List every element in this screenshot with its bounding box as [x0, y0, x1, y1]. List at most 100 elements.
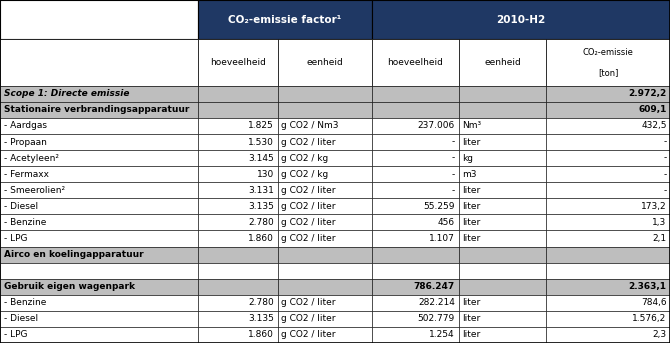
Text: Nm³: Nm³ [462, 121, 481, 130]
Bar [372, 230, 459, 247]
Text: 1.254: 1.254 [429, 330, 455, 340]
Text: 1.530: 1.530 [248, 138, 274, 146]
Bar [198, 182, 278, 198]
Text: - Aardgas: - Aardgas [4, 121, 47, 130]
Bar [278, 279, 372, 295]
Bar [198, 279, 278, 295]
Text: - Benzine: - Benzine [4, 218, 46, 227]
Bar [0, 214, 198, 230]
Text: 2.780: 2.780 [249, 298, 274, 307]
Bar [459, 327, 546, 343]
Text: - LPG: - LPG [4, 330, 27, 340]
Text: -: - [663, 186, 667, 195]
Text: -: - [663, 138, 667, 146]
Bar [198, 230, 278, 247]
Bar [546, 39, 670, 86]
Bar [198, 214, 278, 230]
Bar [278, 311, 372, 327]
Bar [372, 39, 459, 86]
Bar [372, 295, 459, 311]
Text: 609,1: 609,1 [639, 105, 667, 114]
Bar [459, 102, 546, 118]
Bar [459, 118, 546, 134]
Bar [459, 311, 546, 327]
Text: 3.135: 3.135 [248, 315, 274, 323]
Bar [278, 118, 372, 134]
Text: liter: liter [462, 186, 480, 195]
Bar [546, 295, 670, 311]
Bar [459, 182, 546, 198]
Bar [198, 166, 278, 182]
Bar [278, 150, 372, 166]
Bar [546, 311, 670, 327]
Text: liter: liter [462, 315, 480, 323]
Text: - Smeerolien²: - Smeerolien² [4, 186, 65, 195]
Text: -: - [663, 154, 667, 163]
Bar [0, 0, 198, 39]
Bar [372, 0, 670, 39]
Text: -: - [452, 170, 455, 179]
Text: liter: liter [462, 234, 480, 243]
Bar [546, 150, 670, 166]
Bar [198, 118, 278, 134]
Bar [372, 279, 459, 295]
Bar [278, 263, 372, 279]
Bar [459, 39, 546, 86]
Bar [0, 150, 198, 166]
Text: 1.860: 1.860 [248, 330, 274, 340]
Text: g CO2 / liter: g CO2 / liter [281, 315, 336, 323]
Bar [198, 86, 278, 102]
Text: 432,5: 432,5 [641, 121, 667, 130]
Bar [459, 279, 546, 295]
Text: Scope 1: Directe emissie: Scope 1: Directe emissie [4, 89, 129, 98]
Bar [278, 166, 372, 182]
Text: - Benzine: - Benzine [4, 298, 46, 307]
Bar [372, 166, 459, 182]
Text: g CO2 / kg: g CO2 / kg [281, 170, 329, 179]
Text: 1,3: 1,3 [653, 218, 667, 227]
Bar [546, 102, 670, 118]
Bar [372, 214, 459, 230]
Text: 2.972,2: 2.972,2 [628, 89, 667, 98]
Text: liter: liter [462, 218, 480, 227]
Bar [546, 230, 670, 247]
Text: 130: 130 [257, 170, 274, 179]
Bar [278, 39, 372, 86]
Text: 2,1: 2,1 [653, 234, 667, 243]
Bar [0, 279, 198, 295]
Bar [372, 327, 459, 343]
Text: - Diesel: - Diesel [4, 315, 38, 323]
Text: Airco en koelingapparatuur: Airco en koelingapparatuur [4, 250, 143, 259]
Bar [198, 327, 278, 343]
Bar [459, 166, 546, 182]
Bar [459, 214, 546, 230]
Text: eenheid: eenheid [484, 58, 521, 67]
Bar [372, 198, 459, 214]
Bar [372, 182, 459, 198]
Bar [0, 182, 198, 198]
Text: 456: 456 [438, 218, 455, 227]
Text: g CO2 / liter: g CO2 / liter [281, 298, 336, 307]
Text: -: - [663, 170, 667, 179]
Text: 237.006: 237.006 [417, 121, 455, 130]
Bar [459, 198, 546, 214]
Bar [278, 102, 372, 118]
Bar [278, 182, 372, 198]
Bar [0, 102, 198, 118]
Bar [198, 39, 278, 86]
Text: 1.576,2: 1.576,2 [632, 315, 667, 323]
Text: g CO2 / kg: g CO2 / kg [281, 154, 329, 163]
Text: -: - [452, 154, 455, 163]
Bar [546, 118, 670, 134]
Bar [546, 166, 670, 182]
Text: - Diesel: - Diesel [4, 202, 38, 211]
Bar [0, 311, 198, 327]
Text: Stationaire verbrandingsapparatuur: Stationaire verbrandingsapparatuur [4, 105, 190, 114]
Bar [372, 311, 459, 327]
Text: 3.131: 3.131 [248, 186, 274, 195]
Bar [0, 327, 198, 343]
Bar [546, 182, 670, 198]
Bar [0, 247, 198, 263]
Text: eenheid: eenheid [307, 58, 343, 67]
Bar [372, 150, 459, 166]
